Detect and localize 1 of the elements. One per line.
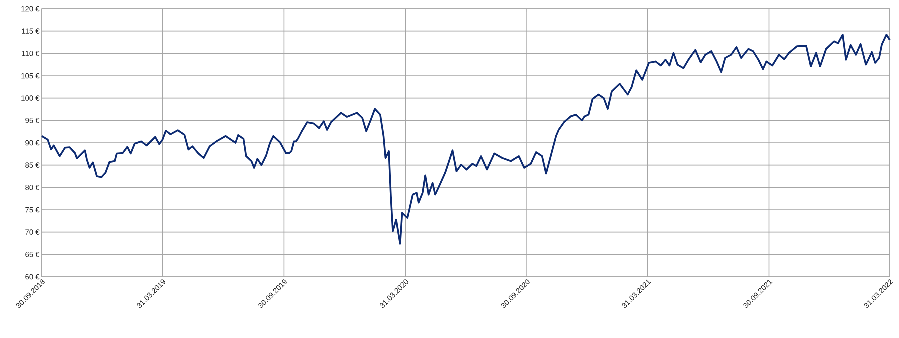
line-series xyxy=(41,34,891,245)
